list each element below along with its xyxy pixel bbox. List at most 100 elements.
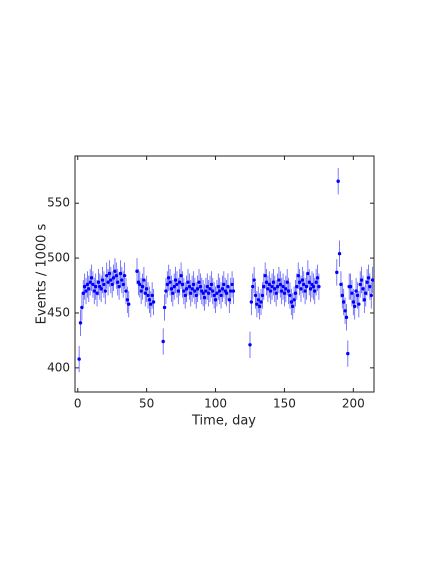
data-point [281,284,285,289]
data-point [275,284,280,289]
data-point [144,287,149,291]
data-point [187,284,192,289]
data-point [166,276,171,280]
data-point [215,291,219,295]
data-point [297,280,302,284]
data-point [271,280,276,284]
data-point [304,284,309,289]
data-point [344,315,349,320]
data-point [362,298,367,302]
data-point [99,287,103,291]
y-tick-label: 400 [47,360,70,374]
data-point [350,291,354,295]
data-point [313,289,317,293]
data-point [317,284,321,289]
data-point [127,302,131,306]
data-point [103,289,108,293]
data-point [82,284,87,289]
data-point [201,291,205,295]
y-tick-label: 550 [47,196,70,210]
data-point [165,282,170,287]
data-point [202,295,207,300]
data-point [308,287,313,291]
data-point [191,282,196,287]
data-point [151,300,156,304]
data-point [138,282,142,287]
data-point [109,278,113,282]
data-point [355,293,360,298]
data-point [366,276,371,280]
data-point [176,289,181,293]
data-point [288,293,292,298]
data-point [209,282,214,287]
data-point [211,289,215,293]
data-point [169,287,174,291]
data-point [289,300,294,304]
data-point [84,289,88,293]
data-point [147,298,152,302]
data-point [251,284,255,289]
data-point [190,287,194,291]
data-point [161,339,165,344]
data-point [125,298,130,302]
data-point [277,278,281,282]
data-point [135,269,139,273]
data-point [114,273,119,278]
data-point [282,291,287,295]
data-point [348,284,353,289]
data-point [118,271,123,276]
data-point [213,298,218,302]
data-point [164,289,168,293]
data-point [162,305,167,310]
data-point [183,293,187,298]
data-point [299,287,303,291]
data-point [142,278,146,282]
data-point [81,291,85,295]
x-axis-label: Time, day [191,414,256,429]
data-point [231,289,236,293]
data-point [307,280,311,284]
data-point [92,289,96,293]
x-tick-label: 200 [342,397,365,411]
data-point [311,284,316,289]
data-point [77,357,81,361]
data-point [122,273,127,278]
data-point [194,293,198,298]
data-point [268,289,273,293]
data-point [184,287,189,291]
data-point [279,289,284,293]
data-point [172,284,176,289]
data-point [364,291,368,295]
data-point [262,284,266,289]
data-point [253,293,258,298]
data-point [189,291,193,295]
data-point [116,280,120,284]
data-point [266,287,270,291]
data-point [175,282,179,287]
data-point [256,298,260,302]
data-point [121,282,125,287]
data-point [179,273,183,278]
data-point [222,282,226,287]
data-point [314,280,318,284]
data-point [198,284,203,289]
data-point [78,321,83,325]
data-point [106,280,110,284]
data-point [107,271,112,276]
data-point [351,300,356,304]
data-point [229,289,233,293]
data-point [252,278,256,282]
data-point [186,280,190,284]
data-point [346,351,350,356]
data-point [286,289,291,293]
data-point [96,280,101,284]
data-point [80,305,84,310]
data-point [336,179,340,183]
data-point [368,284,372,289]
data-point [171,291,175,295]
data-point [335,270,339,275]
data-point [87,287,91,291]
data-point [270,284,274,289]
data-point [124,289,128,293]
